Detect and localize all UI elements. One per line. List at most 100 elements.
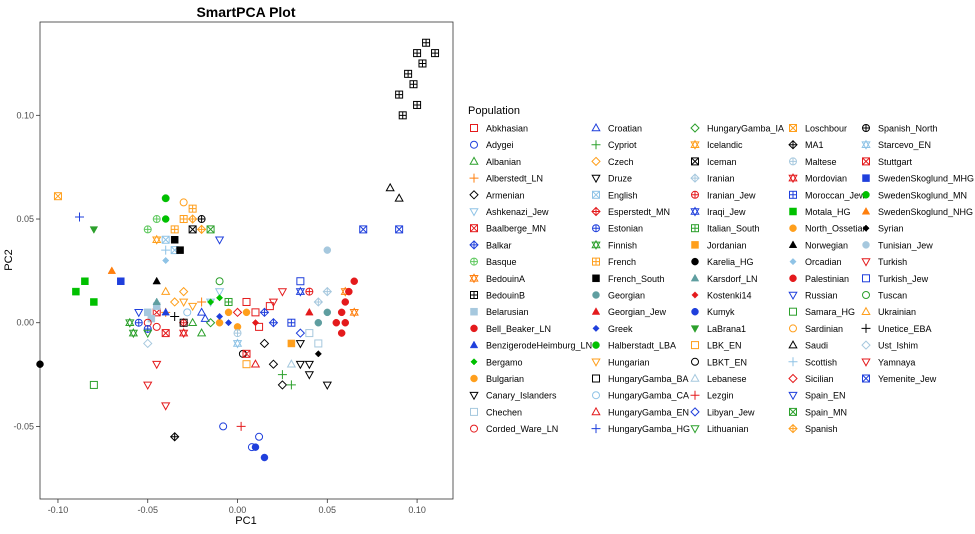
legend-label: HungaryGamba_CA [608, 391, 689, 401]
legend-item: Norwegian [788, 240, 848, 250]
data-point [345, 287, 353, 296]
legend-key [469, 240, 479, 250]
data-point [341, 298, 350, 306]
data-point [89, 380, 98, 389]
data-point [216, 294, 224, 302]
data-point [295, 286, 306, 297]
data-point [134, 309, 144, 318]
legend-label: HungaryGamba_EN [608, 407, 689, 417]
legend-label: Chechen [486, 407, 522, 417]
legend-label: Czech [608, 157, 634, 167]
x-tick-label: 0.00 [229, 505, 247, 515]
legend-item: Lithuanian [690, 424, 749, 434]
legend-label: Corded_Ware_LN [486, 424, 558, 434]
data-point [242, 308, 251, 317]
data-point [313, 297, 324, 307]
legend-label: Scottish [805, 357, 837, 367]
legend-key [789, 157, 797, 166]
legend-label: Libyan_Jew [707, 407, 755, 417]
legend-label: Lebanese [707, 374, 747, 384]
legend-item: Italian_South [691, 224, 760, 234]
data-point [413, 100, 422, 109]
legend-item: Lebanese [690, 373, 747, 384]
legend-label: Cypriot [608, 140, 637, 150]
data-point [152, 276, 161, 285]
legend-item: Halberstadt_LBA [592, 341, 676, 351]
data-point [314, 318, 323, 327]
data-point [314, 339, 323, 348]
data-point [296, 277, 305, 286]
data-point [260, 453, 269, 462]
data-point [152, 234, 162, 245]
legend-key [592, 224, 600, 233]
legend-item: Canary_Islanders [469, 391, 557, 401]
data-point [152, 297, 161, 306]
data-point [161, 286, 171, 295]
legend-key [591, 122, 601, 132]
legend-label: Bulgarian [486, 374, 524, 384]
data-point [161, 402, 171, 411]
legend-key [788, 423, 798, 434]
legend-key [691, 307, 699, 316]
legend-item: Ashkenazi_Jew [469, 207, 549, 217]
data-point [179, 318, 188, 327]
data-point [125, 317, 135, 328]
data-point [232, 307, 243, 318]
data-point [89, 226, 99, 234]
legend-key [690, 325, 700, 333]
data-point [349, 307, 359, 318]
data-point [422, 38, 431, 47]
data-point [161, 215, 170, 223]
legend-label: HungaryGamba_IA [707, 124, 784, 134]
legend-label: SwedenSkoglund_NHG [878, 207, 973, 217]
legend-key [592, 324, 600, 332]
legend-item: Spanish_North [862, 124, 938, 134]
data-point [169, 297, 180, 307]
data-point [187, 302, 198, 312]
legend-label: Motala_HG [805, 207, 851, 217]
data-point [216, 312, 224, 321]
legend-item: Starcevo_EN [861, 139, 931, 150]
data-point [205, 318, 216, 328]
legend-key [470, 424, 478, 433]
legend-key [591, 358, 601, 367]
legend-label: Karsdorf_LN [707, 274, 758, 284]
x-tick-label: 0.05 [319, 505, 337, 515]
legend-key [470, 324, 478, 333]
data-point [277, 288, 288, 297]
points-layer [36, 38, 440, 462]
data-point [404, 69, 413, 78]
data-point [161, 245, 171, 255]
legend-item: Turkish_Jew [862, 274, 929, 284]
legend-item: Kumyk [691, 307, 735, 317]
legend-item: HungaryGamba_CA [592, 391, 689, 401]
legend-item: Sardinian [789, 324, 843, 334]
legend-label: Lezgin [707, 391, 734, 401]
legend-label: Finnish [608, 240, 637, 250]
data-point [178, 328, 189, 339]
legend-key [691, 157, 699, 166]
legend-key [690, 373, 700, 382]
legend-label: Abkhasian [486, 124, 528, 134]
legend-key [861, 139, 871, 150]
data-point [72, 287, 80, 296]
legend-label: Spanish [805, 424, 838, 434]
legend-item: Abkhasian [470, 124, 528, 134]
legend-key [690, 206, 700, 217]
legend-item: Iranian [690, 173, 735, 184]
data-point [143, 324, 152, 333]
legend-item: Adygei [470, 140, 514, 150]
legend-item: Tuscan [862, 291, 907, 301]
legend-key [592, 391, 600, 400]
data-point [251, 443, 260, 451]
data-point [233, 329, 242, 338]
legend-label: Iraqi_Jew [707, 207, 746, 217]
legend-label: Spain_EN [805, 391, 846, 401]
legend-item: Samara_HG [789, 307, 855, 317]
legend-item: Orcadian [789, 257, 842, 267]
data-point [188, 204, 197, 213]
legend-label: Croatian [608, 124, 642, 134]
legend-key [592, 374, 600, 383]
legend-key [691, 357, 699, 366]
